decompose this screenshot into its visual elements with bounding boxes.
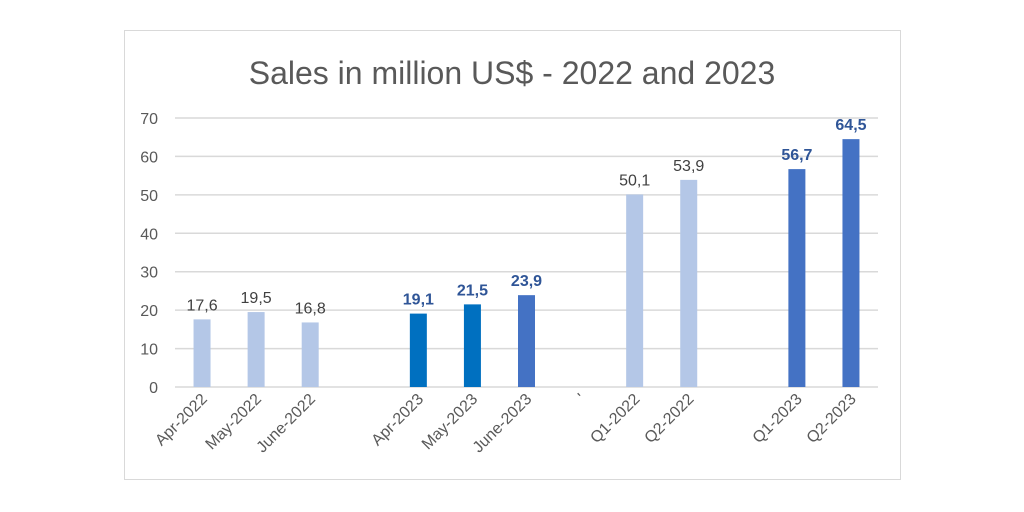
bar bbox=[842, 139, 860, 387]
bar bbox=[463, 304, 481, 387]
data-label: 19,5 bbox=[241, 290, 272, 307]
bar bbox=[409, 313, 427, 387]
bar bbox=[193, 319, 211, 387]
y-tick-label: 0 bbox=[149, 380, 158, 397]
data-label: 56,7 bbox=[781, 147, 812, 164]
data-label: 21,5 bbox=[457, 282, 488, 299]
bar bbox=[247, 312, 265, 387]
y-tick-label: 50 bbox=[140, 188, 158, 205]
bar bbox=[626, 194, 644, 387]
x-tick-label: June-2022 bbox=[254, 391, 320, 457]
data-label: 17,6 bbox=[186, 297, 217, 314]
bar bbox=[788, 169, 806, 387]
bar bbox=[680, 179, 698, 387]
y-tick-label: 10 bbox=[140, 342, 158, 359]
data-label: 23,9 bbox=[511, 273, 542, 290]
y-tick-label: 40 bbox=[140, 226, 158, 243]
data-label: 50,1 bbox=[619, 172, 650, 189]
chart-frame bbox=[124, 30, 901, 480]
bar bbox=[301, 322, 319, 387]
data-label: 19,1 bbox=[403, 292, 434, 309]
x-tick-label: Q1-2022 bbox=[587, 391, 643, 447]
y-tick-label: 70 bbox=[140, 111, 158, 128]
bar bbox=[518, 295, 535, 387]
x-tick-label: Q1-2023 bbox=[750, 391, 806, 447]
chart-title: Sales in million US$ - 2022 and 2023 bbox=[249, 55, 776, 91]
data-label: 64,5 bbox=[835, 117, 866, 134]
x-tick-label: Q2-2022 bbox=[642, 391, 698, 447]
x-tick-label: Q2-2023 bbox=[804, 391, 860, 447]
data-label: 53,9 bbox=[673, 158, 704, 175]
y-tick-label: 60 bbox=[140, 149, 158, 166]
x-tick-label: ' bbox=[575, 391, 589, 405]
data-label: 16,8 bbox=[295, 300, 326, 317]
x-tick-label: June-2023 bbox=[470, 391, 536, 457]
y-tick-label: 20 bbox=[140, 303, 158, 320]
y-tick-label: 30 bbox=[140, 265, 158, 282]
